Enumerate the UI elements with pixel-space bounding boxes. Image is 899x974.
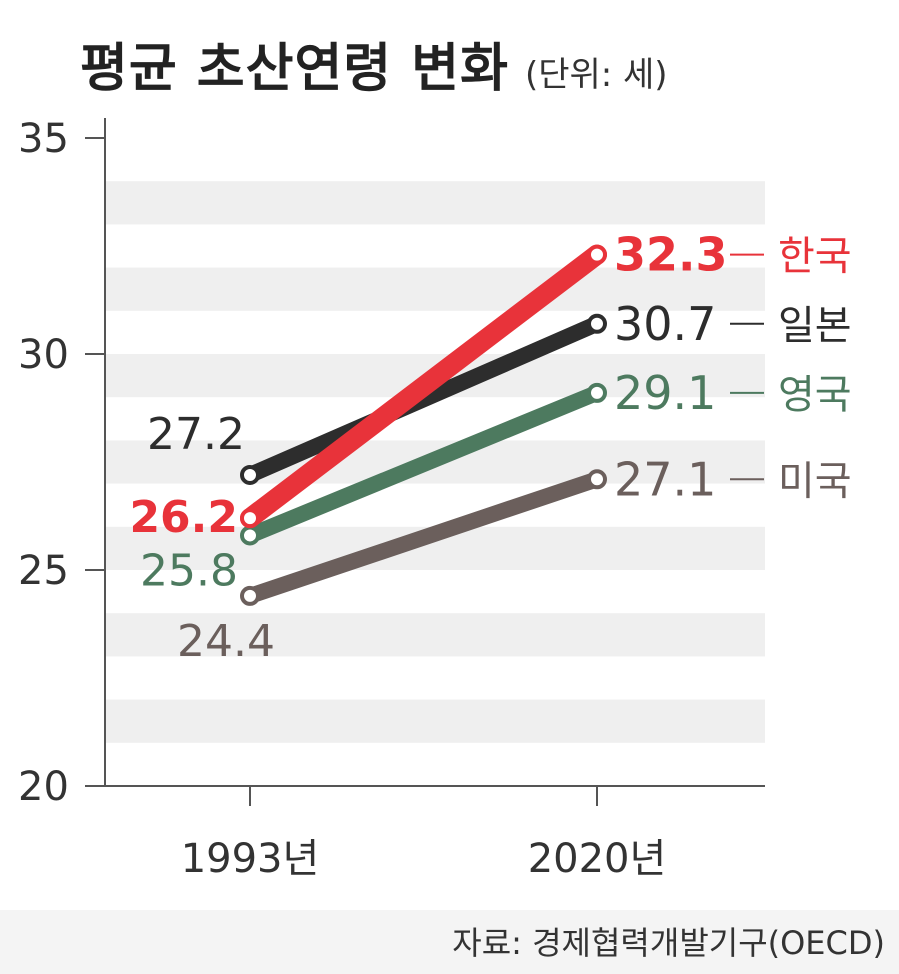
data-label-2020-미국: 27.1 [614, 452, 716, 506]
series-name-미국: 미국 [778, 458, 852, 504]
data-label-1993-일본: 27.2 [147, 409, 245, 460]
source-bar [0, 910, 899, 974]
unit-label: (단위: 세) [524, 55, 668, 95]
grid-band [105, 699, 765, 743]
title-group: 평균 초산연령 변화 (단위: 세) [80, 26, 668, 101]
data-point-미국 [240, 585, 260, 606]
y-tick-label: 30 [18, 332, 69, 378]
line-chart: 20 25 30 35 1993년 2020년 26.2 27.2 25.8 24.4 32.3 한국… [18, 116, 852, 882]
data-label-1993-미국: 24.4 [177, 616, 275, 667]
data-point-한국 [587, 244, 607, 265]
data-label-1993-한국: 26.2 [129, 492, 238, 543]
data-label-2020-한국: 32.3 [614, 228, 728, 282]
grid-band [105, 181, 765, 225]
series-name-일본: 일본 [778, 303, 852, 349]
data-point-일본 [240, 464, 260, 485]
series-name-한국: 한국 [778, 234, 852, 280]
x-tick-label: 2020년 [528, 836, 667, 882]
series-line-미국 [242, 471, 605, 604]
y-tick-label: 25 [18, 548, 69, 594]
y-tick-label: 35 [18, 116, 69, 162]
series-line-영국 [242, 384, 605, 544]
data-point-미국 [587, 469, 607, 490]
y-tick-label: 20 [18, 764, 69, 810]
data-label-1993-영국: 25.8 [140, 545, 238, 596]
data-point-영국 [587, 382, 607, 403]
source-label: 자료: 경제협력개발기구(OECD) [452, 924, 885, 962]
grid-band [105, 613, 765, 657]
x-tick-label: 1993년 [181, 836, 320, 882]
data-label-2020-영국: 29.1 [614, 366, 716, 420]
grid-band [105, 267, 765, 311]
data-point-영국 [240, 525, 260, 546]
series-line-일본 [242, 315, 605, 483]
data-label-2020-일본: 30.7 [614, 297, 716, 351]
data-point-일본 [587, 313, 607, 334]
series-line-한국 [240, 244, 607, 529]
chart-title: 평균 초산연령 변화 [80, 39, 509, 99]
data-point-한국 [240, 508, 260, 529]
series-name-영국: 영국 [778, 372, 852, 418]
